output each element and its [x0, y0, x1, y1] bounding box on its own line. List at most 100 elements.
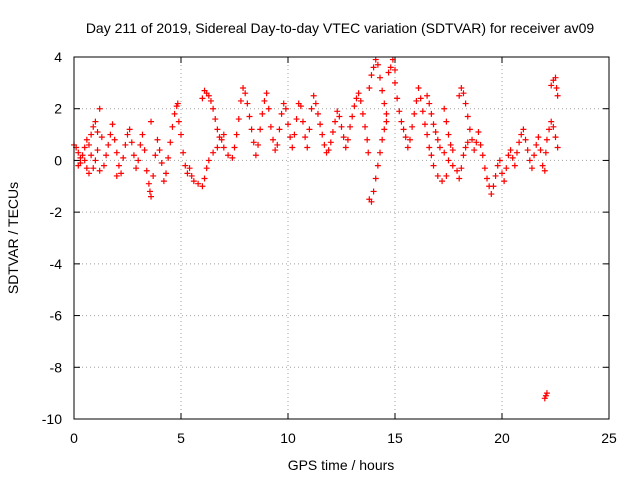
- data-point: [419, 108, 426, 115]
- data-point: [289, 144, 296, 151]
- data-point: [338, 123, 345, 130]
- data-point: [270, 136, 277, 143]
- data-point: [553, 85, 560, 92]
- data-point: [432, 128, 439, 135]
- data-point: [85, 141, 92, 148]
- data-point: [302, 134, 309, 141]
- data-point: [267, 123, 274, 130]
- data-point: [496, 157, 503, 164]
- data-point: [392, 79, 398, 86]
- data-point: [377, 74, 384, 81]
- data-point: [306, 126, 313, 133]
- y-tick-label: 0: [54, 152, 62, 168]
- data-point: [274, 141, 281, 148]
- data-point: [225, 152, 232, 159]
- data-point: [443, 118, 450, 125]
- data-point: [537, 147, 544, 154]
- data-point: [135, 157, 142, 164]
- data-point: [370, 188, 377, 195]
- data-point: [83, 136, 90, 143]
- data-point: [250, 139, 257, 146]
- data-point: [520, 126, 527, 133]
- data-point: [334, 108, 341, 115]
- data-point: [199, 183, 206, 190]
- data-point: [182, 162, 189, 169]
- data-point: [357, 97, 364, 104]
- data-point: [462, 144, 469, 151]
- data-point: [473, 139, 480, 146]
- data-point: [244, 100, 251, 107]
- data-point: [424, 131, 431, 138]
- data-point: [392, 66, 398, 73]
- data-point: [522, 136, 529, 143]
- data-point: [210, 105, 217, 112]
- data-point: [259, 110, 266, 117]
- data-point: [160, 178, 167, 185]
- data-point: [113, 172, 120, 179]
- data-point: [124, 131, 131, 138]
- data-point: [379, 136, 386, 143]
- data-point: [229, 154, 236, 161]
- data-point: [548, 82, 555, 89]
- data-point: [85, 170, 92, 177]
- x-tick-label: 0: [70, 430, 78, 446]
- data-point: [317, 121, 324, 128]
- data-point: [203, 165, 210, 172]
- data-point: [312, 100, 319, 107]
- data-point: [535, 134, 542, 141]
- data-point: [475, 128, 482, 135]
- x-tick-label: 15: [387, 430, 403, 446]
- data-point: [94, 147, 101, 154]
- data-point: [552, 74, 559, 81]
- data-point: [460, 90, 467, 97]
- data-point: [336, 113, 343, 120]
- data-point: [477, 141, 484, 148]
- data-point: [464, 113, 471, 120]
- data-point: [109, 121, 116, 128]
- data-point: [456, 175, 463, 182]
- data-point: [507, 147, 514, 154]
- data-point: [165, 154, 172, 161]
- data-point: [287, 134, 294, 141]
- data-point: [231, 144, 238, 151]
- data-point: [402, 134, 409, 141]
- x-tick-label: 5: [177, 430, 185, 446]
- data-point: [195, 180, 202, 187]
- data-point: [421, 121, 428, 128]
- data-point: [368, 72, 375, 79]
- data-point: [233, 131, 240, 138]
- data-point: [167, 139, 174, 146]
- data-point: [539, 162, 546, 169]
- data-point: [299, 118, 306, 125]
- data-point: [122, 141, 129, 148]
- data-point: [107, 131, 114, 138]
- y-tick-label: -8: [50, 359, 63, 375]
- data-point: [430, 162, 437, 169]
- data-point: [548, 118, 555, 125]
- data-point: [417, 95, 424, 102]
- chart-title: Day 211 of 2019, Sidereal Day-to-day VTE…: [86, 20, 595, 36]
- data-point: [210, 149, 217, 156]
- data-point: [430, 121, 437, 128]
- data-point: [447, 141, 454, 148]
- data-point: [188, 172, 195, 179]
- data-point: [130, 152, 137, 159]
- data-point: [304, 144, 311, 151]
- data-point: [81, 144, 88, 151]
- data-point: [464, 139, 471, 146]
- data-point: [79, 152, 86, 159]
- data-point: [449, 147, 456, 154]
- data-point: [349, 113, 356, 120]
- data-point: [207, 97, 214, 104]
- data-point: [516, 139, 523, 146]
- data-point: [146, 188, 153, 195]
- data-point: [235, 116, 242, 123]
- data-point: [411, 110, 418, 117]
- data-point: [332, 118, 339, 125]
- data-point: [552, 134, 559, 141]
- data-point: [88, 152, 95, 159]
- data-point: [469, 136, 476, 143]
- data-point: [400, 126, 407, 133]
- data-point: [398, 118, 405, 125]
